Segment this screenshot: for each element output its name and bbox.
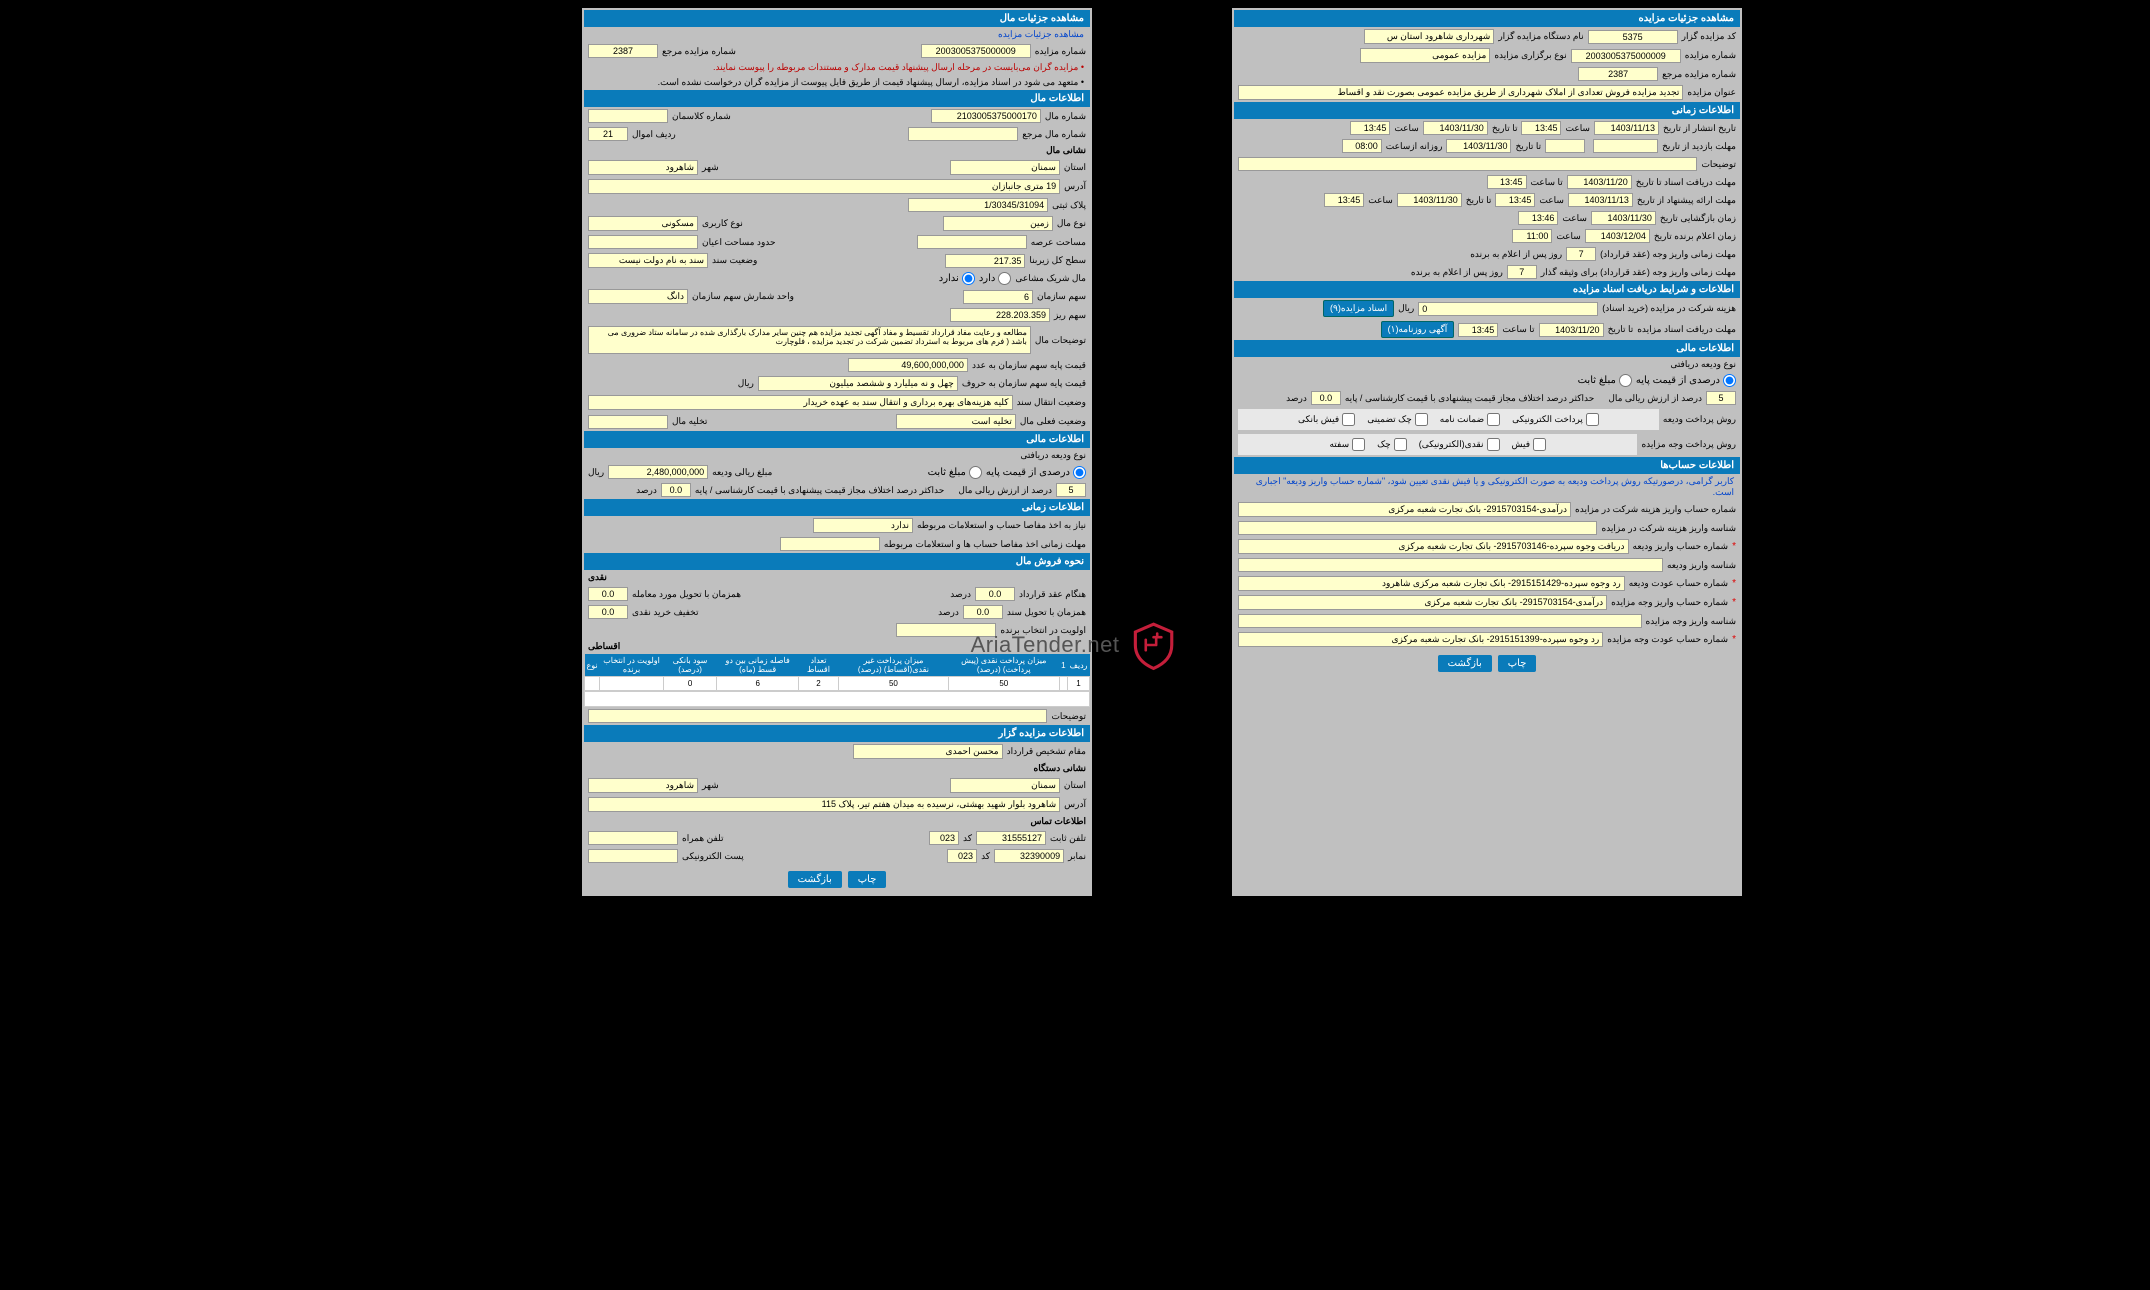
header-time-info: اطلاعات زمانی [1234,102,1740,119]
table-scrollbar[interactable] [584,691,1090,707]
lbl-ref-no: شماره مزایده مرجع [1662,69,1736,80]
back-button-2[interactable]: بازگشت [788,871,842,888]
lbl-pub-from: تاریخ انتشار از تاریخ [1663,123,1736,134]
note-2: • متعهد می شود در اسناد مزایده، ارسال پی… [584,75,1090,90]
print-button-2[interactable]: چاپ [848,871,887,888]
fld-auctioneer-code: 5375 [1588,30,1678,44]
note-1: • مزایده گران می‌بایست در مرحله ارسال پی… [584,60,1090,75]
fld-pub-to-time: 13:45 [1350,121,1390,135]
header-property-details: مشاهده جزئیات مال [584,10,1090,27]
lbl-auction-no: شماره مزایده [1685,50,1736,61]
back-button[interactable]: بازگشت [1438,655,1492,672]
fld-auction-type: مزایده عمومی [1360,48,1490,63]
lbl-title: عنوان مزایده [1687,87,1736,98]
header-auction-details: مشاهده جزئیات مزایده [1234,10,1740,27]
fld-pub-from-time: 13:45 [1521,121,1561,135]
property-details-panel: مشاهده جزئیات مال مشاهده جزئیات مزایده ش… [582,8,1092,896]
newspaper-ad-button[interactable]: آگهی روزنامه(۱) [1381,321,1455,338]
auction-details-panel: مشاهده جزئیات مزایده کد مزایده گزار 5375… [1232,8,1742,896]
fld-title: تجدید مزایده فروش تعدادی از املاک شهردار… [1238,85,1683,100]
fld-pub-from-date: 1403/11/13 [1594,121,1659,135]
view-auction-link[interactable]: مشاهده جزئیات مزایده [584,27,1090,42]
header-doc-conditions: اطلاعات و شرایط دریافت اسناد مزایده [1234,281,1740,298]
installment-table: ردیف 1 میزان پرداخت نقدی (پیش پرداخت) (د… [584,654,1090,691]
deposit-percent-radio[interactable] [1723,374,1736,387]
table-row: 1 50 50 2 6 0 [585,677,1090,691]
fld-auctioneer-name: شهرداری شاهرود استان س [1364,29,1494,44]
lbl-auctioneer-code: کد مزایده گزار [1682,31,1736,42]
header-accounts: اطلاعات حساب‌ها [1234,457,1740,474]
lbl-auctioneer-name: نام دستگاه مزایده گزار [1498,31,1583,42]
fld-ref-no: 2387 [1578,67,1658,81]
lbl-auction-type: نوع برگزاری مزایده [1494,50,1566,61]
account-note: کاربر گرامی، درصورتیکه روش پرداخت ودیعه … [1234,474,1740,500]
auction-docs-button[interactable]: اسناد مزایده(۹) [1323,300,1394,317]
fld-pub-to-date: 1403/11/30 [1423,121,1488,135]
header-property-info: اطلاعات مال [584,90,1090,107]
print-button[interactable]: چاپ [1498,655,1537,672]
deposit-fixed-radio[interactable] [1619,374,1632,387]
header-financial-info: اطلاعات مالی [1234,340,1740,357]
fld-auction-no: 2003005375000009 [1571,49,1681,63]
